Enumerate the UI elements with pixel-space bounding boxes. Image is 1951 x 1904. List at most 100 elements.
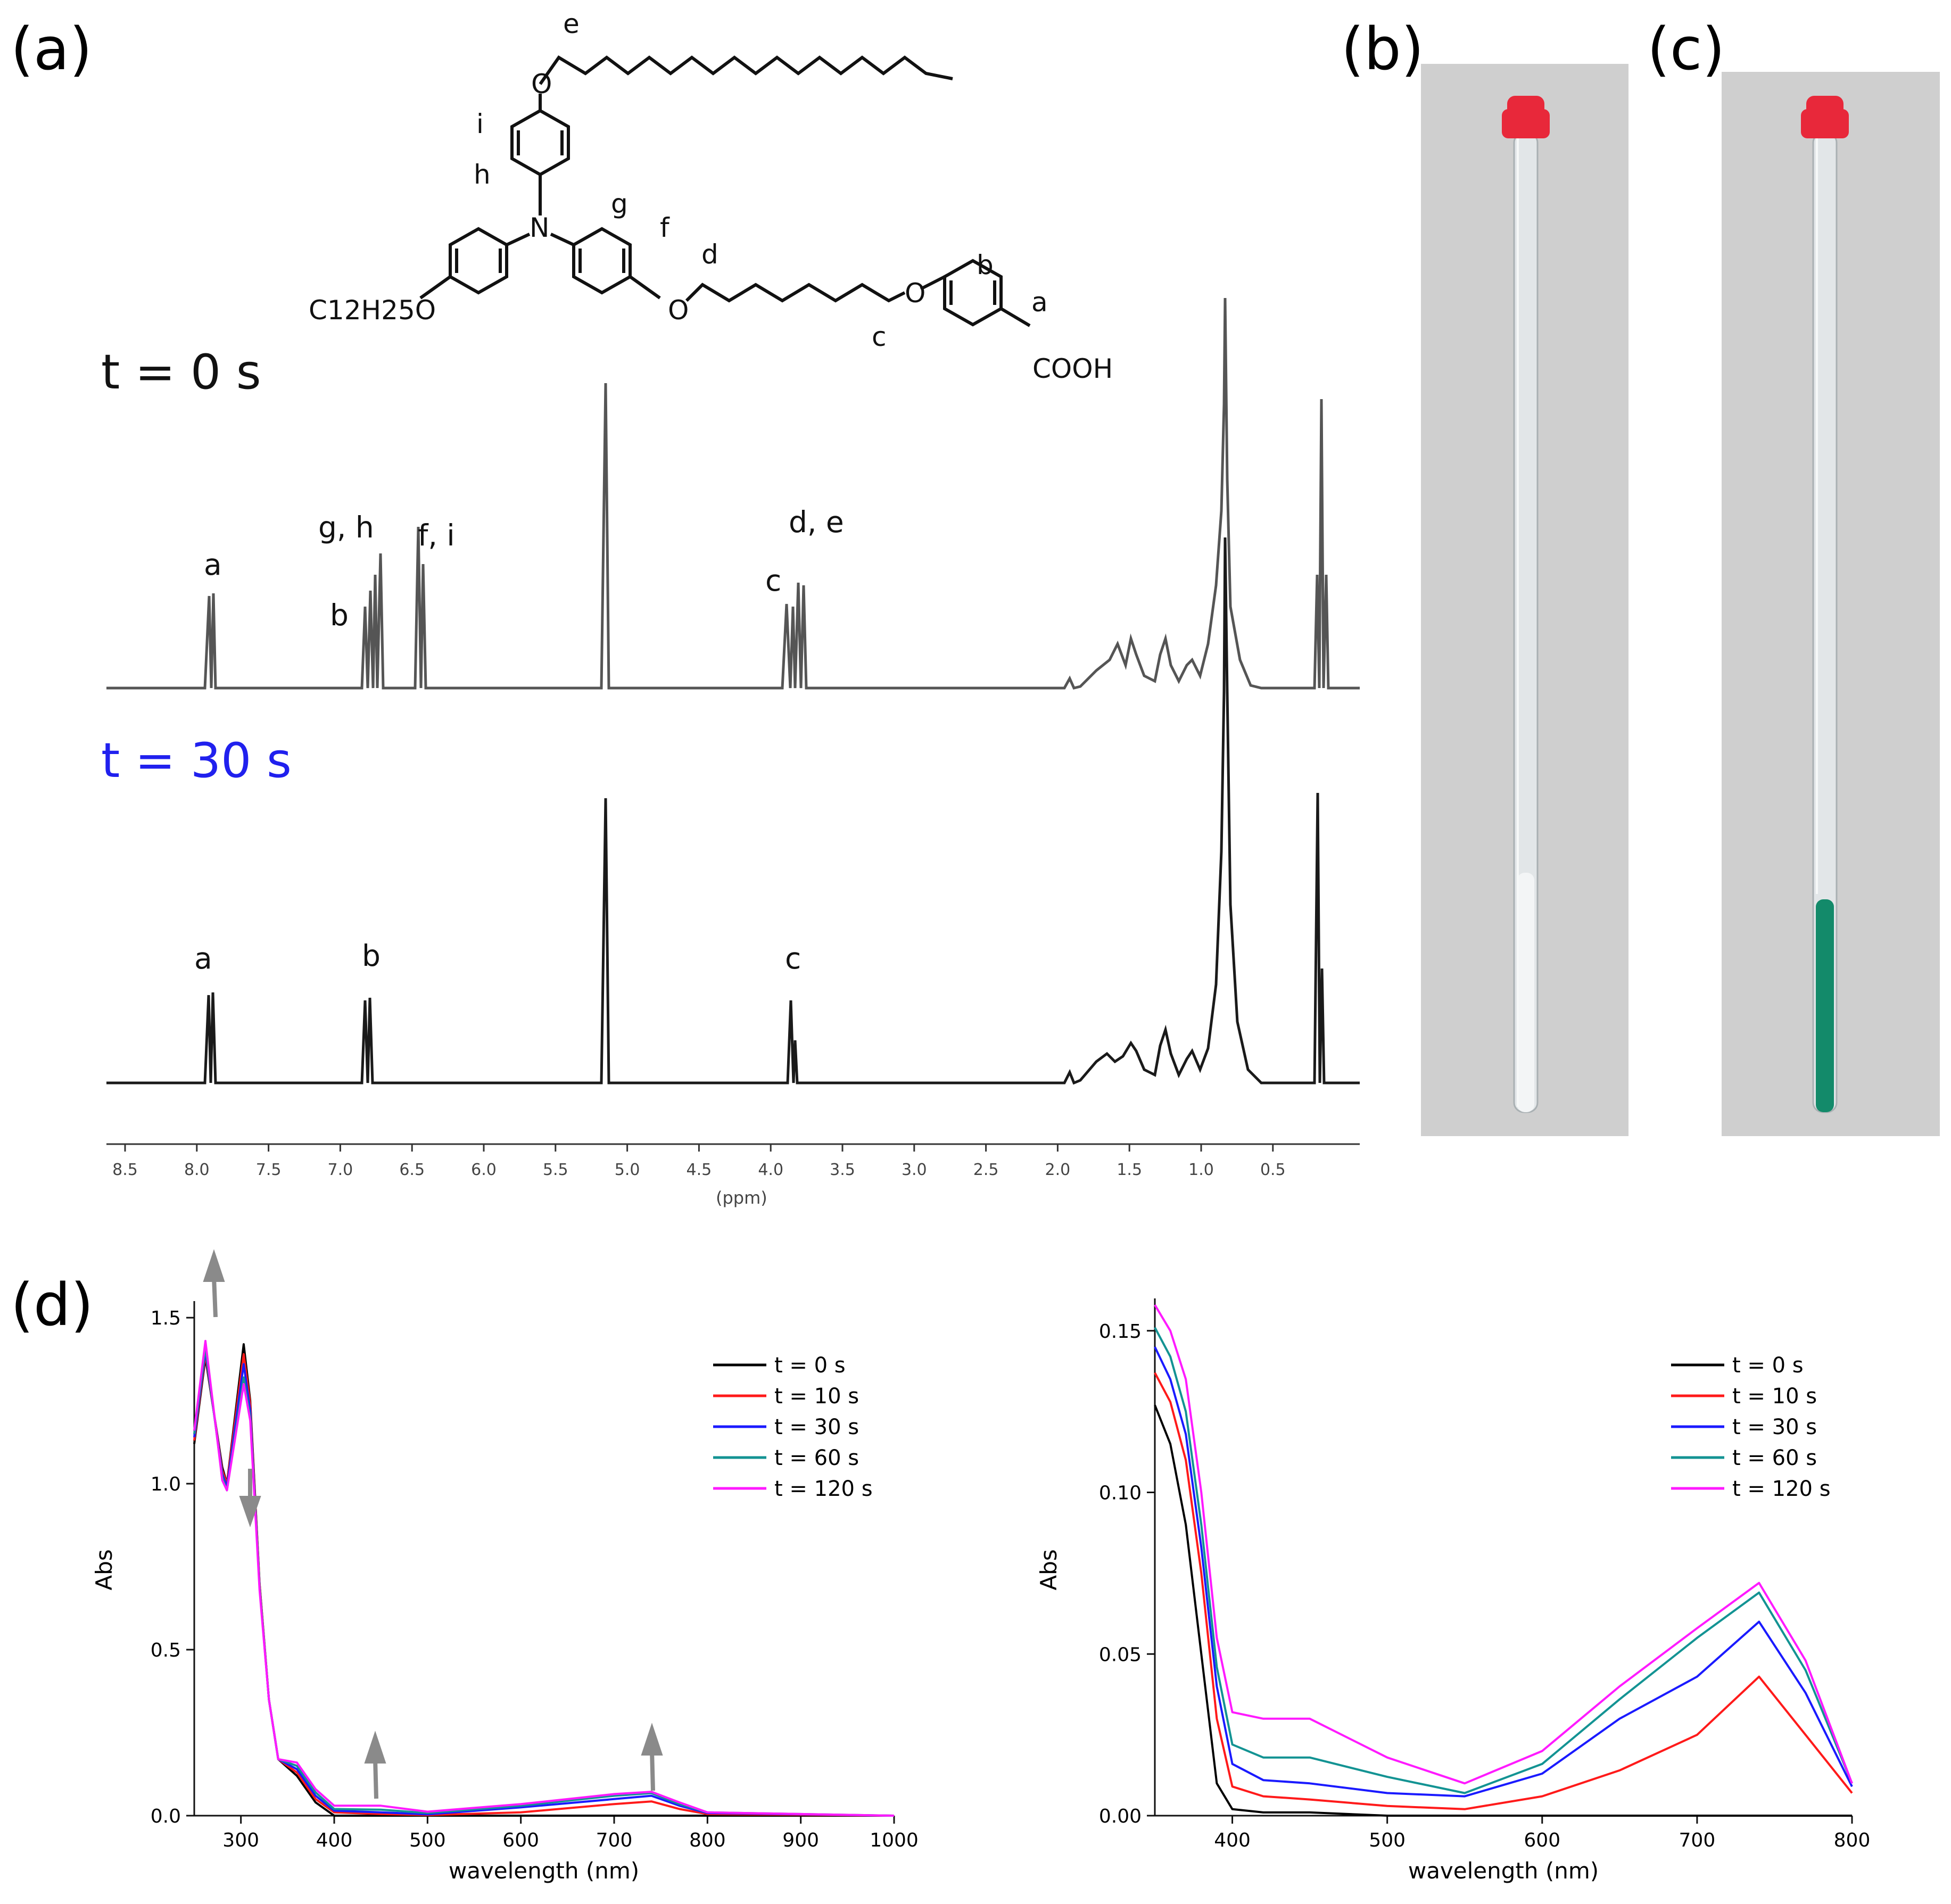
chart1-trend-arrows xyxy=(203,1249,663,1799)
oxygen-label: O xyxy=(905,278,925,309)
nmr-spectrum-bottom xyxy=(106,537,1360,1085)
nmr-top-peak-labels: a g, h b f, i c d, e xyxy=(204,505,844,632)
nmr-tick-label: 6.5 xyxy=(399,1161,425,1179)
series-line xyxy=(1154,1346,1853,1798)
y-tick-label: 1.0 xyxy=(151,1473,181,1495)
nmr-axis: 8.5 8.0 7.5 7.0 6.5 6.0 5.5 5.0 4.5 4.0 3.5 3.0 2.5 2… xyxy=(106,1143,1360,1208)
x-tick-label: 700 xyxy=(1679,1830,1716,1851)
y-tick-label: 0.00 xyxy=(1099,1806,1142,1827)
nmr-tick-label: 8.0 xyxy=(184,1161,210,1179)
legend-label: t = 10 s xyxy=(774,1384,859,1409)
atom-label-e: e xyxy=(563,9,580,39)
nmr-tick-label: 5.5 xyxy=(543,1161,568,1179)
atom-label-h: h xyxy=(474,159,491,190)
y-tick-label: 0.10 xyxy=(1099,1483,1142,1504)
chart2-legend: t = 0 s t = 10 s t = 30 s t = 60 s t = 120 s xyxy=(1671,1353,1831,1501)
atom-label-d: d xyxy=(701,239,718,270)
x-tick-label: 600 xyxy=(1524,1830,1560,1851)
nmr-bottom-time-label: t = 30 s xyxy=(101,733,292,789)
x-tick-label: 500 xyxy=(409,1830,446,1851)
y-tick-label: 1.5 xyxy=(151,1307,181,1329)
oxygen-label: O xyxy=(531,69,552,100)
legend-label: t = 30 s xyxy=(1732,1415,1817,1439)
x-tick-label: 400 xyxy=(1214,1830,1251,1851)
y-tick-label: 0.05 xyxy=(1099,1644,1142,1666)
chart1-legend: t = 0 s t = 10 s t = 30 s t = 60 s t = 120 s xyxy=(713,1353,873,1501)
legend-label: t = 60 s xyxy=(774,1446,859,1470)
y-tick-label: 0.5 xyxy=(151,1640,181,1661)
y-tick-label: 0.0 xyxy=(151,1806,181,1827)
chart1-ticks: 300 400 500 600 700 800 900 1000 0.0 0.5 1.0 1.5 xyxy=(151,1307,919,1851)
chart2-series xyxy=(1154,1304,1853,1817)
legend-label: t = 60 s xyxy=(1732,1446,1817,1470)
nmr-peak-label: d, e xyxy=(789,505,844,539)
nmr-peak-label: c xyxy=(765,564,781,598)
nmr-peak-label: a xyxy=(204,548,222,582)
x-tick-label: 1000 xyxy=(870,1830,919,1851)
nmr-tick-label: 2.0 xyxy=(1045,1161,1071,1179)
chart2-ticks: 400 500 600 700 800 0.00 0.05 0.10 0.15 xyxy=(1099,1321,1871,1851)
chemical-structure-labels: e O i h N g f d b a c O O C12H25O COOH xyxy=(309,9,1113,384)
nmr-tick-label: 3.0 xyxy=(902,1161,927,1179)
nmr-tick-label: 4.0 xyxy=(758,1161,783,1179)
x-tick-label: 500 xyxy=(1369,1830,1406,1851)
x-tick-label: 800 xyxy=(689,1830,726,1851)
nitrogen-label: N xyxy=(530,212,549,243)
nmr-ticks: 8.5 8.0 7.5 7.0 6.5 6.0 5.5 5.0 4.5 4.0 3.5 3.0 2.5 2… xyxy=(112,1144,1286,1179)
atom-label-b: b xyxy=(977,250,994,280)
oxygen-label: O xyxy=(668,295,689,326)
x-tick-label: 800 xyxy=(1834,1830,1871,1851)
series-line xyxy=(1154,1372,1853,1810)
nmr-tick-label: 0.5 xyxy=(1260,1161,1286,1179)
series-line xyxy=(1154,1404,1852,1817)
panel-label-d: (d) xyxy=(11,1271,94,1339)
panel-label-c: (c) xyxy=(1647,15,1725,83)
chart1-xlabel: wavelength (nm) xyxy=(449,1858,639,1884)
nmr-tick-label: 7.5 xyxy=(256,1161,282,1179)
legend-label: t = 0 s xyxy=(774,1353,846,1378)
photo-nmr-tube-green xyxy=(1722,72,1940,1136)
nmr-tick-label: 3.5 xyxy=(830,1161,855,1179)
chart2-xlabel: wavelength (nm) xyxy=(1408,1858,1599,1884)
x-tick-label: 900 xyxy=(782,1830,819,1851)
nmr-peak-label: b xyxy=(362,939,381,973)
x-tick-label: 400 xyxy=(316,1830,353,1851)
nmr-peak-label: g, h xyxy=(318,510,374,544)
legend-label: t = 120 s xyxy=(1732,1477,1831,1501)
nmr-tick-label: 7.0 xyxy=(328,1161,353,1179)
atom-label-g: g xyxy=(611,188,628,219)
x-tick-label: 300 xyxy=(222,1830,259,1851)
nmr-tick-label: 2.5 xyxy=(973,1161,999,1179)
nmr-tick-label: 6.0 xyxy=(471,1161,497,1179)
x-tick-label: 600 xyxy=(502,1830,539,1851)
uvvis-chart-full: 300 400 500 600 700 800 900 1000 0.0 0.5 1.0 1.5 wa… xyxy=(91,1249,919,1884)
atom-label-c: c xyxy=(872,321,887,352)
legend-label: t = 30 s xyxy=(774,1415,859,1439)
atom-label-f: f xyxy=(660,212,670,243)
y-tick-label: 0.15 xyxy=(1099,1321,1142,1343)
legend-label: t = 0 s xyxy=(1732,1353,1804,1378)
series-line xyxy=(193,1339,895,1817)
chemical-structure xyxy=(419,55,1031,327)
nmr-top-time-label: t = 0 s xyxy=(101,344,261,400)
atom-label-i: i xyxy=(476,109,484,139)
nmr-spectrum-top xyxy=(106,297,1360,690)
chart1-ylabel: Abs xyxy=(91,1549,117,1590)
uvvis-chart-zoom: 400 500 600 700 800 0.00 0.05 0.10 0.15 waveleng… xyxy=(1036,1298,1870,1884)
nmr-tick-label: 8.5 xyxy=(112,1161,138,1179)
nmr-peak-label: c xyxy=(785,941,801,975)
panel-label-b: (b) xyxy=(1341,15,1424,83)
nmr-peak-label: b xyxy=(330,598,349,632)
nmr-bottom-peak-labels: a b c xyxy=(194,939,801,975)
legend-label: t = 120 s xyxy=(774,1477,873,1501)
atom-label-a: a xyxy=(1031,287,1048,318)
cooh-label: COOH xyxy=(1032,353,1113,384)
x-tick-label: 700 xyxy=(596,1830,633,1851)
nmr-tick-label: 1.5 xyxy=(1117,1161,1142,1179)
nmr-tick-label: 5.0 xyxy=(615,1161,640,1179)
series-line xyxy=(1154,1304,1853,1785)
series-line xyxy=(1154,1327,1853,1794)
nmr-tick-label: 1.0 xyxy=(1188,1161,1214,1179)
